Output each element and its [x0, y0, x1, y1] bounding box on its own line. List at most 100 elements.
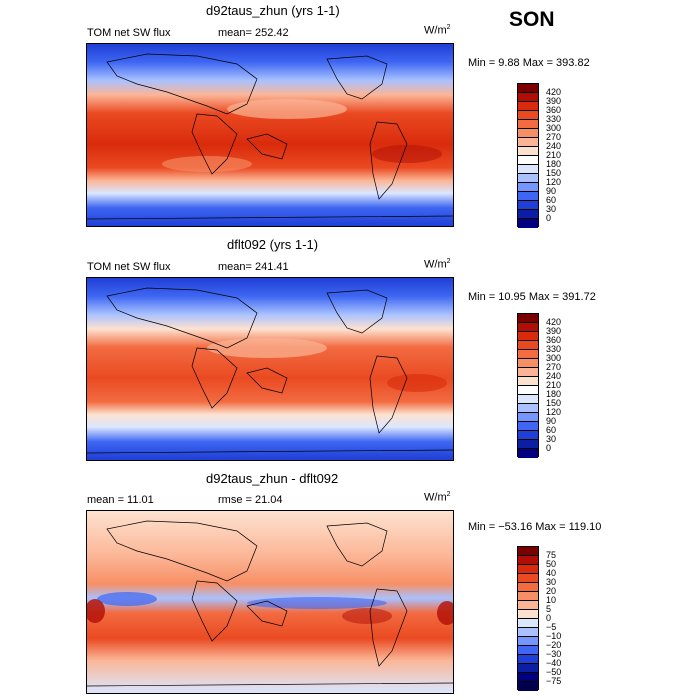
colorbar-tick-label: 10 [546, 594, 557, 605]
colorbar-swatch [518, 664, 538, 673]
colorbar-tick-label: 420 [546, 316, 562, 327]
panel3-mean-label: mean = 11.01 [87, 494, 154, 506]
panel2-title: dflt092 (yrs 1-1) [227, 237, 319, 252]
colorbar-swatch [518, 314, 538, 323]
colorbar-tick-label: −50 [546, 666, 562, 677]
colorbar-tick-label: 330 [546, 343, 562, 354]
panel3-colorbar [517, 546, 539, 691]
panel1-coastlines [87, 53, 453, 220]
colorbar-tick-label: 240 [546, 140, 562, 151]
colorbar-swatch [518, 111, 538, 120]
colorbar-tick-label: −10 [546, 630, 562, 641]
colorbar-swatch [518, 583, 538, 592]
panel3-coastlines [87, 520, 453, 687]
colorbar-tick-label: 60 [546, 194, 557, 205]
colorbar-swatch [518, 565, 538, 574]
colorbar-tick-label: −75 [546, 675, 562, 686]
colorbar-tick-label: 90 [546, 415, 557, 426]
colorbar-swatch [518, 386, 538, 395]
colorbar-tick-label: 300 [546, 352, 562, 363]
colorbar-swatch [518, 84, 538, 93]
panel2-coastlines [87, 287, 453, 454]
colorbar-swatch [518, 440, 538, 449]
colorbar-tick-label: 0 [546, 442, 552, 453]
panel1-minmax: Min = 9.88 Max = 393.82 [468, 57, 590, 69]
colorbar-swatch [518, 359, 538, 368]
panel3-units: W/m2 [424, 491, 451, 504]
panel3-map [86, 510, 454, 694]
colorbar-tick-label: 330 [546, 113, 562, 124]
colorbar-swatch [518, 592, 538, 601]
panel3-title: d92taus_zhun - dflt092 [206, 471, 339, 486]
colorbar-swatch [518, 556, 538, 565]
colorbar-tick-label: 240 [546, 370, 562, 381]
colorbar-tick-label: 30 [546, 203, 557, 214]
panel2-map [86, 277, 454, 461]
panel2-field-label: TOM net SW flux [87, 261, 171, 273]
colorbar-swatch [518, 147, 538, 156]
colorbar-tick-label: 150 [546, 167, 562, 178]
colorbar-swatch [518, 601, 538, 610]
season-label: SON [509, 8, 555, 31]
colorbar-tick-label: 300 [546, 122, 562, 133]
panel3-rmse-label: rmse = 21.04 [218, 494, 283, 506]
colorbar-tick-label: 60 [546, 424, 557, 435]
colorbar-swatch [518, 682, 538, 691]
panel3-map-svg [87, 511, 453, 693]
colorbar-swatch [518, 174, 538, 183]
colorbar-swatch [518, 93, 538, 102]
colorbar-tick-label: 40 [546, 567, 557, 578]
panel2-colorbar [517, 313, 539, 458]
colorbar-swatch [518, 120, 538, 129]
colorbar-swatch [518, 210, 538, 219]
colorbar-swatch [518, 341, 538, 350]
colorbar-tick-label: 360 [546, 334, 562, 345]
colorbar-swatch [518, 395, 538, 404]
colorbar-swatch [518, 547, 538, 556]
colorbar-tick-label: 180 [546, 158, 562, 169]
colorbar-swatch [518, 377, 538, 386]
colorbar-tick-label: 90 [546, 185, 557, 196]
panel1-colorbar [517, 83, 539, 228]
colorbar-tick-label: −20 [546, 639, 562, 650]
colorbar-tick-label: 0 [546, 212, 552, 223]
colorbar-tick-label: −40 [546, 657, 562, 668]
colorbar-swatch [518, 413, 538, 422]
colorbar-tick-label: 0 [546, 612, 552, 623]
colorbar-tick-label: −5 [546, 621, 557, 632]
colorbar-tick-label: 20 [546, 585, 557, 596]
colorbar-swatch [518, 138, 538, 147]
colorbar-tick-label: 120 [546, 406, 562, 417]
colorbar-tick-label: 150 [546, 397, 562, 408]
panel2-mean-label: mean= 241.41 [218, 261, 289, 273]
colorbar-swatch [518, 431, 538, 440]
colorbar-swatch [518, 673, 538, 682]
colorbar-swatch [518, 201, 538, 210]
colorbar-tick-label: 210 [546, 149, 562, 160]
colorbar-swatch [518, 156, 538, 165]
colorbar-swatch [518, 422, 538, 431]
panel1-map-svg [87, 44, 453, 226]
colorbar-tick-label: 30 [546, 433, 557, 444]
colorbar-swatch [518, 183, 538, 192]
panel1-title: d92taus_zhun (yrs 1-1) [206, 3, 340, 18]
colorbar-swatch [518, 449, 538, 458]
panel1-map [86, 43, 454, 227]
colorbar-tick-label: 30 [546, 576, 557, 587]
colorbar-tick-label: 5 [546, 603, 552, 614]
colorbar-swatch [518, 628, 538, 637]
colorbar-swatch [518, 404, 538, 413]
colorbar-tick-label: 75 [546, 549, 557, 560]
colorbar-swatch [518, 619, 538, 628]
panel2-map-svg [87, 278, 453, 460]
colorbar-swatch [518, 165, 538, 174]
colorbar-tick-label: 390 [546, 95, 562, 106]
colorbar-swatch [518, 368, 538, 377]
colorbar-swatch [518, 655, 538, 664]
panel1-mean-label: mean= 252.42 [218, 27, 289, 39]
panel1-units: W/m2 [424, 24, 451, 37]
panel2-units: W/m2 [424, 258, 451, 271]
colorbar-swatch [518, 323, 538, 332]
colorbar-tick-label: 270 [546, 131, 562, 142]
colorbar-tick-label: 180 [546, 388, 562, 399]
